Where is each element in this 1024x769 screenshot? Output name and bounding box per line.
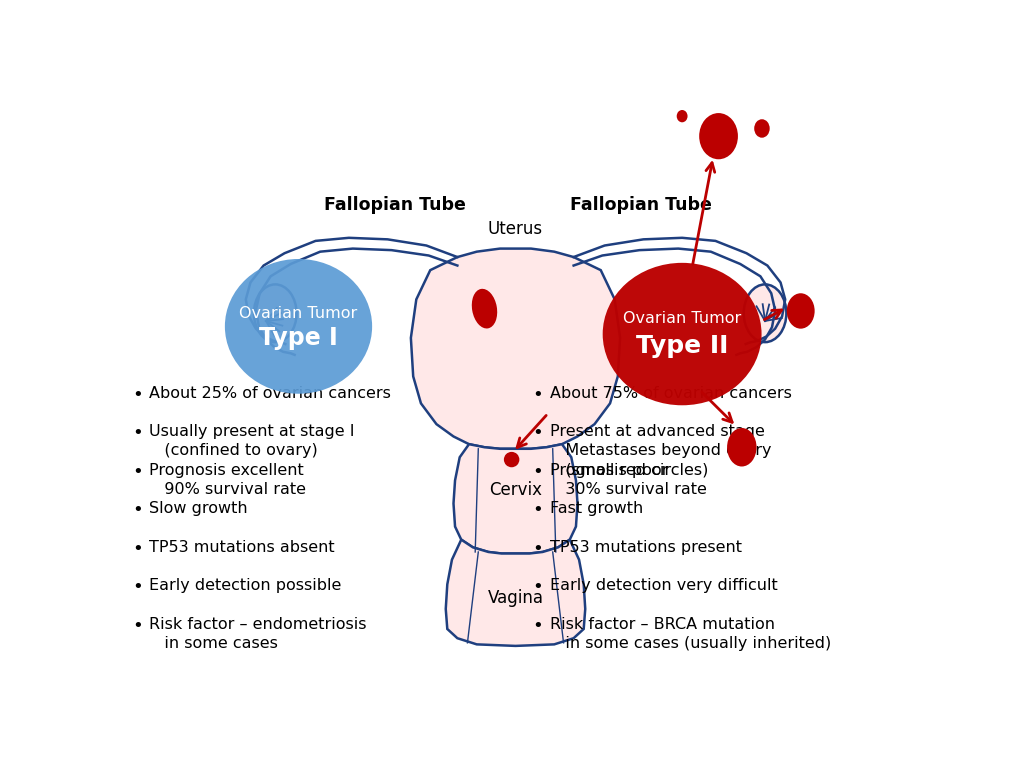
- Text: Risk factor – BRCA mutation
   in some cases (usually inherited): Risk factor – BRCA mutation in some case…: [550, 617, 830, 651]
- Text: •: •: [132, 540, 142, 558]
- Text: •: •: [532, 463, 544, 481]
- Text: Cervix: Cervix: [489, 481, 542, 499]
- Text: Prognosis excellent
   90% survival rate: Prognosis excellent 90% survival rate: [148, 463, 306, 497]
- Text: •: •: [532, 617, 544, 634]
- Text: About 75% of ovarian cancers: About 75% of ovarian cancers: [550, 385, 792, 401]
- Text: TP53 mutations absent: TP53 mutations absent: [148, 540, 335, 554]
- Ellipse shape: [472, 289, 498, 328]
- Text: Uterus: Uterus: [488, 220, 543, 238]
- Ellipse shape: [743, 285, 786, 342]
- Ellipse shape: [727, 428, 757, 467]
- Text: •: •: [132, 424, 142, 442]
- Ellipse shape: [677, 110, 687, 122]
- Text: Fallopian Tube: Fallopian Tube: [570, 196, 712, 215]
- Text: Fallopian Tube: Fallopian Tube: [325, 196, 466, 215]
- Ellipse shape: [755, 119, 770, 138]
- Text: •: •: [132, 463, 142, 481]
- Ellipse shape: [504, 452, 519, 468]
- Text: About 25% of ovarian cancers: About 25% of ovarian cancers: [148, 385, 391, 401]
- Text: Fast growth: Fast growth: [550, 501, 643, 516]
- Ellipse shape: [699, 113, 738, 159]
- Text: •: •: [532, 385, 544, 404]
- Text: Prognosis poor
   30% survival rate: Prognosis poor 30% survival rate: [550, 463, 707, 497]
- Text: Early detection very difficult: Early detection very difficult: [550, 578, 777, 593]
- Text: Usually present at stage I
   (confined to ovary): Usually present at stage I (confined to …: [148, 424, 354, 458]
- Text: Early detection possible: Early detection possible: [148, 578, 341, 593]
- Text: •: •: [532, 578, 544, 596]
- Ellipse shape: [254, 285, 297, 342]
- Polygon shape: [454, 444, 578, 554]
- Text: •: •: [532, 501, 544, 519]
- Text: •: •: [132, 578, 142, 596]
- Text: Vagina: Vagina: [487, 589, 544, 608]
- Text: Risk factor – endometriosis
   in some cases: Risk factor – endometriosis in some case…: [148, 617, 367, 651]
- Text: Slow growth: Slow growth: [148, 501, 248, 516]
- Ellipse shape: [786, 293, 815, 328]
- Text: TP53 mutations present: TP53 mutations present: [550, 540, 741, 554]
- Text: •: •: [132, 501, 142, 519]
- Text: Type I: Type I: [259, 326, 338, 350]
- Text: •: •: [132, 617, 142, 634]
- Ellipse shape: [603, 263, 762, 405]
- Text: Ovarian Tumor: Ovarian Tumor: [240, 306, 357, 321]
- Ellipse shape: [225, 259, 372, 394]
- Text: •: •: [132, 385, 142, 404]
- Polygon shape: [411, 248, 621, 449]
- Text: Type II: Type II: [636, 334, 728, 358]
- Text: •: •: [532, 540, 544, 558]
- Text: Present at advanced stage
   Metastases beyond ovary
   (small red circles): Present at advanced stage Metastases bey…: [550, 424, 771, 478]
- Text: Ovarian Tumor: Ovarian Tumor: [623, 311, 741, 326]
- Polygon shape: [445, 540, 586, 646]
- Text: •: •: [532, 424, 544, 442]
